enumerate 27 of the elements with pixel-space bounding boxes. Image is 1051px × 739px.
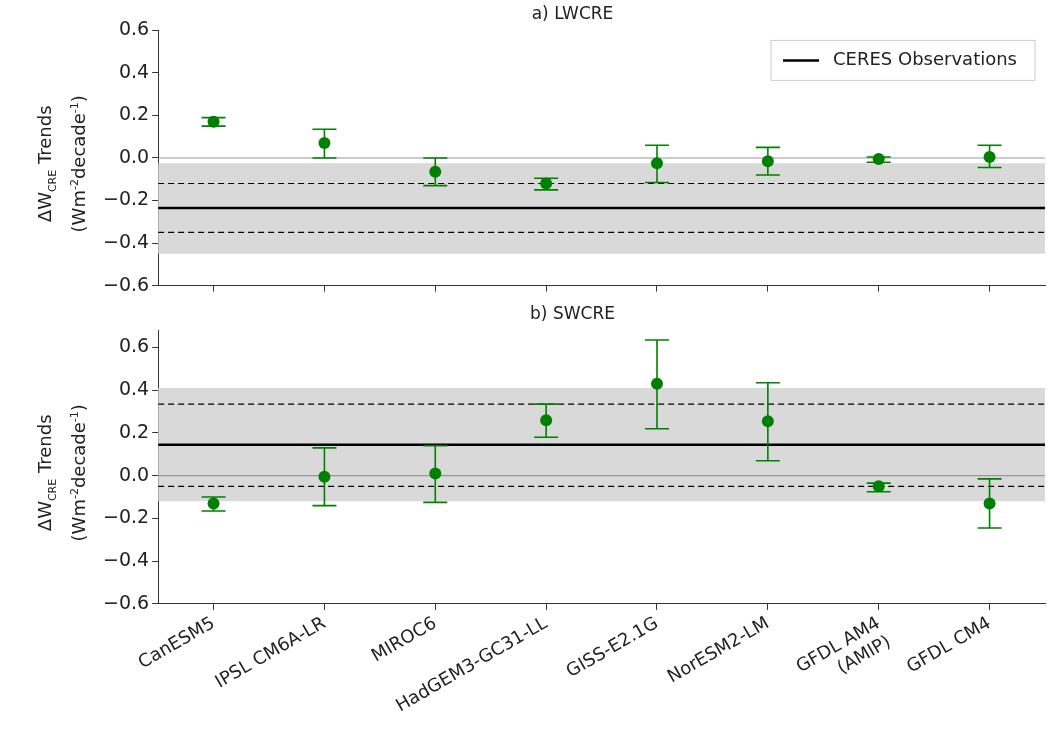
y-tick-label: 0.6 [118, 334, 150, 357]
point [207, 115, 220, 128]
y-tick-label: −0.2 [103, 505, 150, 528]
y-tick-label: 0.0 [118, 144, 150, 167]
point [983, 150, 996, 163]
y-tick-label: −0.2 [103, 187, 150, 210]
y-tick-label: 0.2 [118, 102, 150, 125]
y-tick-label: 0.4 [118, 59, 150, 82]
point [318, 137, 331, 150]
point [651, 377, 663, 390]
y-tick-label: −0.4 [103, 548, 150, 571]
chart-title: a) LWCRE [531, 2, 614, 23]
point [540, 177, 553, 190]
point [872, 153, 885, 166]
point [761, 155, 774, 168]
y-tick-label: −0.6 [103, 590, 150, 613]
point [429, 165, 442, 178]
y-tick-label: −0.6 [103, 272, 150, 295]
chart-title: b) SWCRE [530, 302, 615, 323]
y-tick-label: 0.2 [118, 419, 150, 442]
x-tick-label: GFDL CM4 [902, 611, 994, 677]
y-tick-label: −0.4 [103, 230, 150, 252]
y-tick-label: 0.0 [118, 462, 150, 485]
point [651, 157, 663, 170]
y-tick-label: 0.6 [118, 17, 150, 40]
y-tick-label: 0.4 [118, 377, 150, 400]
legend-label: CERES Observations [833, 48, 1018, 70]
